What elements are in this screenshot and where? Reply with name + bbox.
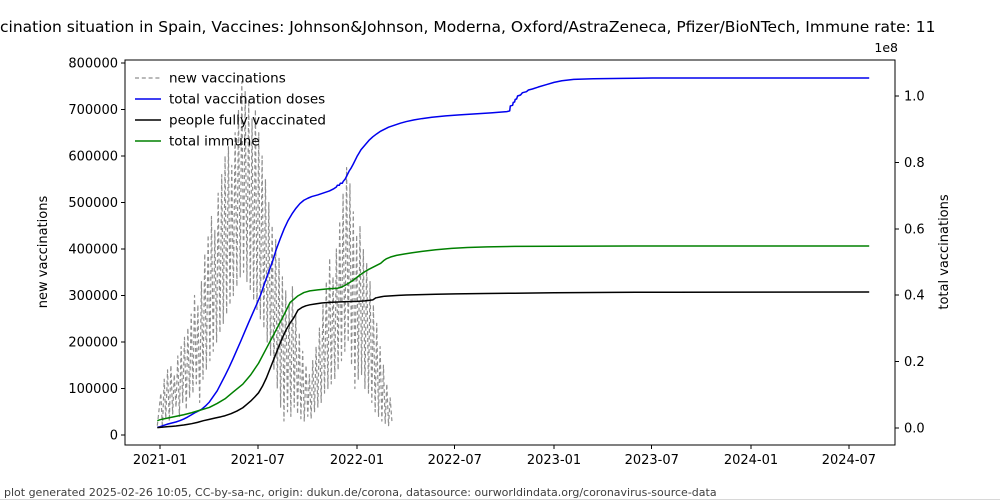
legend-label: new vaccinations (169, 71, 286, 87)
x-tick-label: 2024-07 (822, 453, 876, 468)
legend-label: total vaccination doses (169, 92, 325, 108)
footer-note: plot generated 2025-02-26 10:05, CC-by-s… (4, 486, 717, 499)
plot-border (124, 59, 896, 446)
chart-title: cination situation in Spain, Vaccines: J… (0, 18, 936, 36)
series-line-3 (157, 245, 870, 422)
y-right-tick-label: 0.0 (904, 422, 925, 437)
x-tick-label: 2021-01 (133, 453, 187, 468)
x-tick-label: 2021-07 (231, 453, 285, 468)
series-line-1 (157, 77, 870, 429)
y-left-tick-label: 0 (110, 429, 118, 444)
x-tick-label: 2024-01 (724, 453, 778, 468)
y-right-tick-label: 0.2 (904, 355, 925, 370)
y-left-tick-label: 600000 (68, 150, 118, 165)
series-line-0 (156, 81, 393, 429)
y-right-tick-label: 0.8 (904, 156, 925, 171)
legend-label: total immune (169, 134, 260, 150)
y-left-axis-label: new vaccinations (36, 196, 51, 309)
x-tick-label: 2022-07 (428, 453, 482, 468)
y-left-tick-label: 400000 (68, 243, 118, 258)
y-left-tick-label: 300000 (68, 289, 118, 304)
x-tick-label: 2023-07 (625, 453, 679, 468)
series-line-2 (157, 291, 870, 429)
y-left-tick-label: 200000 (68, 336, 118, 351)
y-left-tick-label: 100000 (68, 382, 118, 397)
y-right-axis-label: total vaccinations (937, 194, 952, 310)
y-left-tick-label: 700000 (68, 103, 118, 118)
y-left-tick-label: 500000 (68, 196, 118, 211)
y-right-tick-label: 1.0 (904, 89, 925, 104)
x-tick-label: 2023-01 (527, 453, 581, 468)
y-right-tick-label: 0.4 (904, 289, 925, 304)
x-tick-label: 2022-01 (330, 453, 384, 468)
y-left-tick-label: 800000 (68, 56, 118, 71)
offset-text-1e8: 1e8 (874, 40, 898, 55)
y-right-tick-label: 0.6 (904, 222, 925, 237)
legend-label: people fully vaccinated (169, 113, 326, 129)
